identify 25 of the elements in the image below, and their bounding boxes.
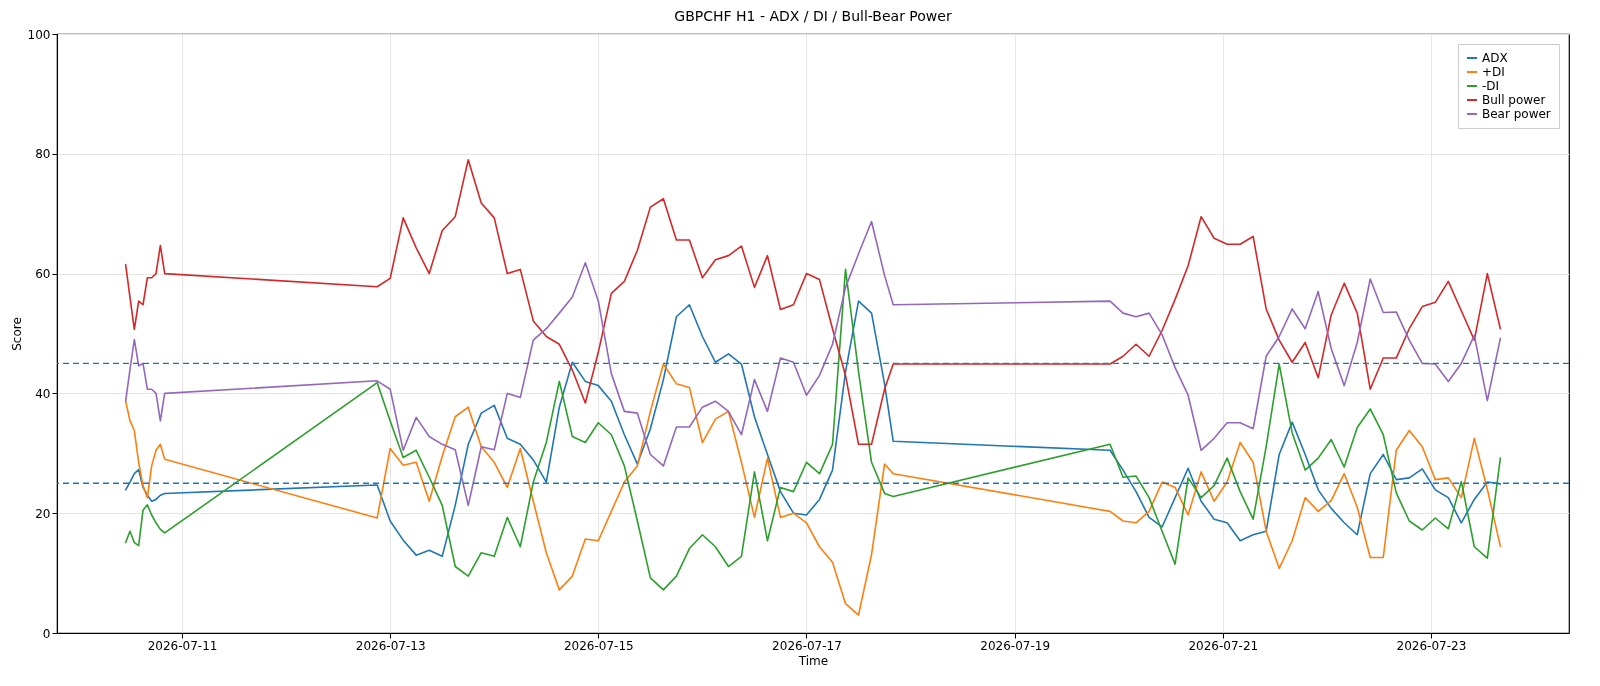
x-tick-label: 2026-07-21 [1188, 638, 1259, 653]
legend-label: -DI [1482, 79, 1500, 93]
y-tick-label: 80 [35, 147, 51, 162]
x-tick-label: 2026-07-19 [980, 638, 1051, 653]
line-series [124, 363, 1502, 616]
line-series [124, 158, 1502, 446]
legend-label: Bear power [1482, 107, 1551, 121]
y-tick-label: 0 [42, 626, 51, 641]
chart-title: GBPCHF H1 - ADX / DI / Bull-Bear Power [674, 8, 952, 24]
y-tick-label: 40 [35, 386, 51, 401]
legend-label: +DI [1482, 65, 1505, 79]
x-tick-label: 2026-07-15 [563, 638, 634, 653]
x-tick-label: 2026-07-17 [772, 638, 842, 653]
y-axis-title: Score [9, 317, 24, 351]
x-tick-label: 2026-07-11 [147, 638, 218, 653]
y-tick-label: 60 [35, 267, 51, 282]
line-series [124, 268, 1502, 591]
line-series [124, 220, 1502, 507]
x-tick-label: 2026-07-23 [1396, 638, 1467, 653]
legend-label: ADX [1482, 51, 1508, 65]
y-tick-label: 20 [35, 506, 51, 521]
legend-label: Bull power [1482, 93, 1546, 107]
x-axis-title: Time [797, 653, 829, 668]
y-tick-label: 100 [27, 27, 51, 42]
x-tick-label: 2026-07-13 [355, 638, 426, 653]
